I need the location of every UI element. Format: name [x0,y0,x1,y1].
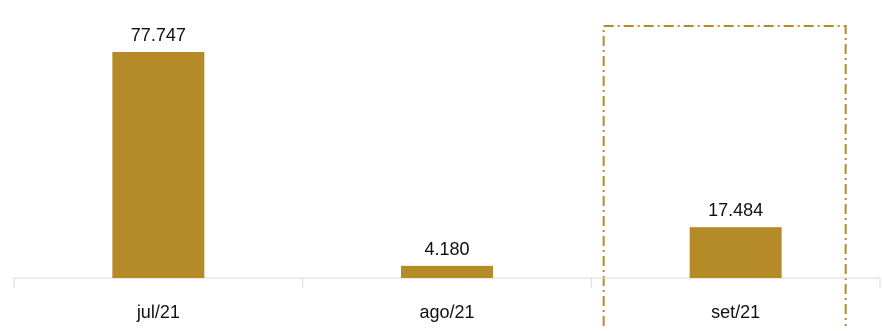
data-label: 77.747 [131,25,186,45]
x-tick-label: ago/21 [419,302,474,322]
data-label: 4.180 [424,239,469,259]
bar-ago-21 [401,265,493,278]
bar-set-21 [689,227,782,278]
x-tick-label: set/21 [711,302,760,322]
bar-jul-21 [112,52,205,278]
data-label: 17.484 [708,200,763,220]
highlight-frame [602,25,847,326]
x-tick-label: jul/21 [136,302,180,322]
